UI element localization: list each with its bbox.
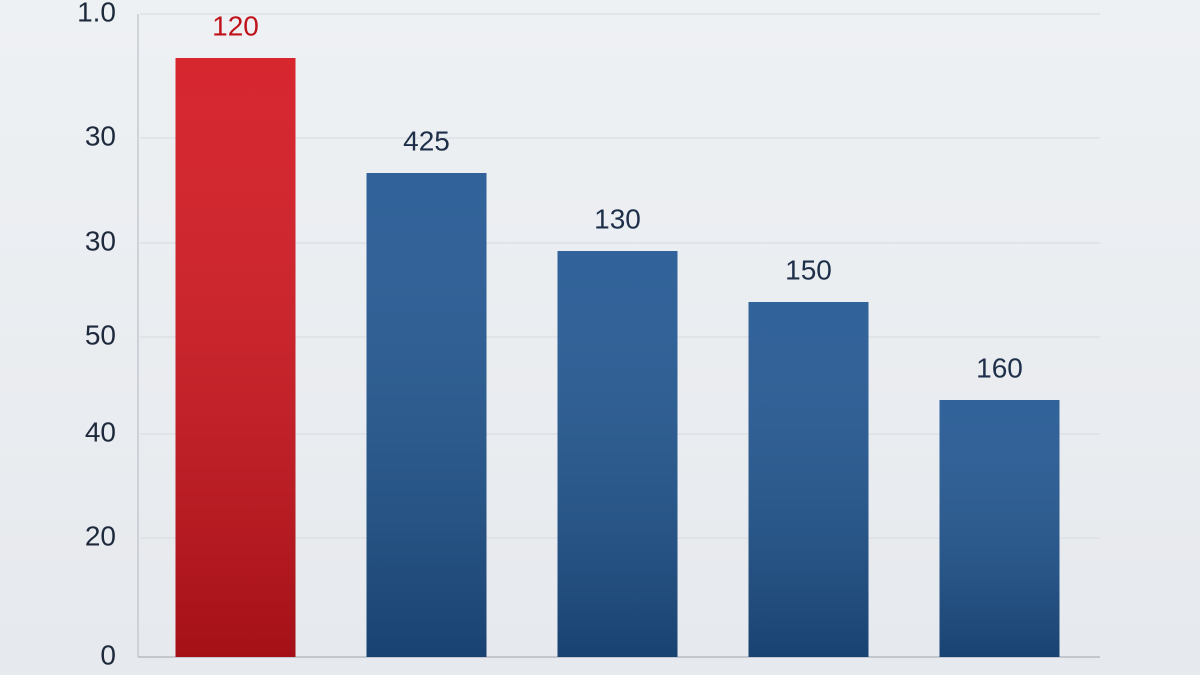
y-tick-label: 0 — [100, 639, 116, 670]
data-label: 130 — [594, 203, 641, 234]
bar-shade — [175, 58, 296, 657]
data-label: 160 — [976, 352, 1023, 383]
y-tick-label: 40 — [85, 416, 116, 447]
y-tick-label: 50 — [85, 319, 116, 350]
y-tick-label: 30 — [85, 120, 116, 151]
y-tick-label: 30 — [85, 225, 116, 256]
bar-shade — [557, 251, 678, 657]
data-label: 425 — [403, 125, 450, 156]
bar-shade — [939, 400, 1060, 657]
bar-shade — [748, 302, 869, 657]
bar-shade — [366, 173, 487, 657]
y-tick-label: 1.0 — [77, 0, 116, 27]
data-label: 120 — [212, 10, 259, 41]
y-tick-label: 20 — [85, 520, 116, 551]
data-label: 150 — [785, 254, 832, 285]
